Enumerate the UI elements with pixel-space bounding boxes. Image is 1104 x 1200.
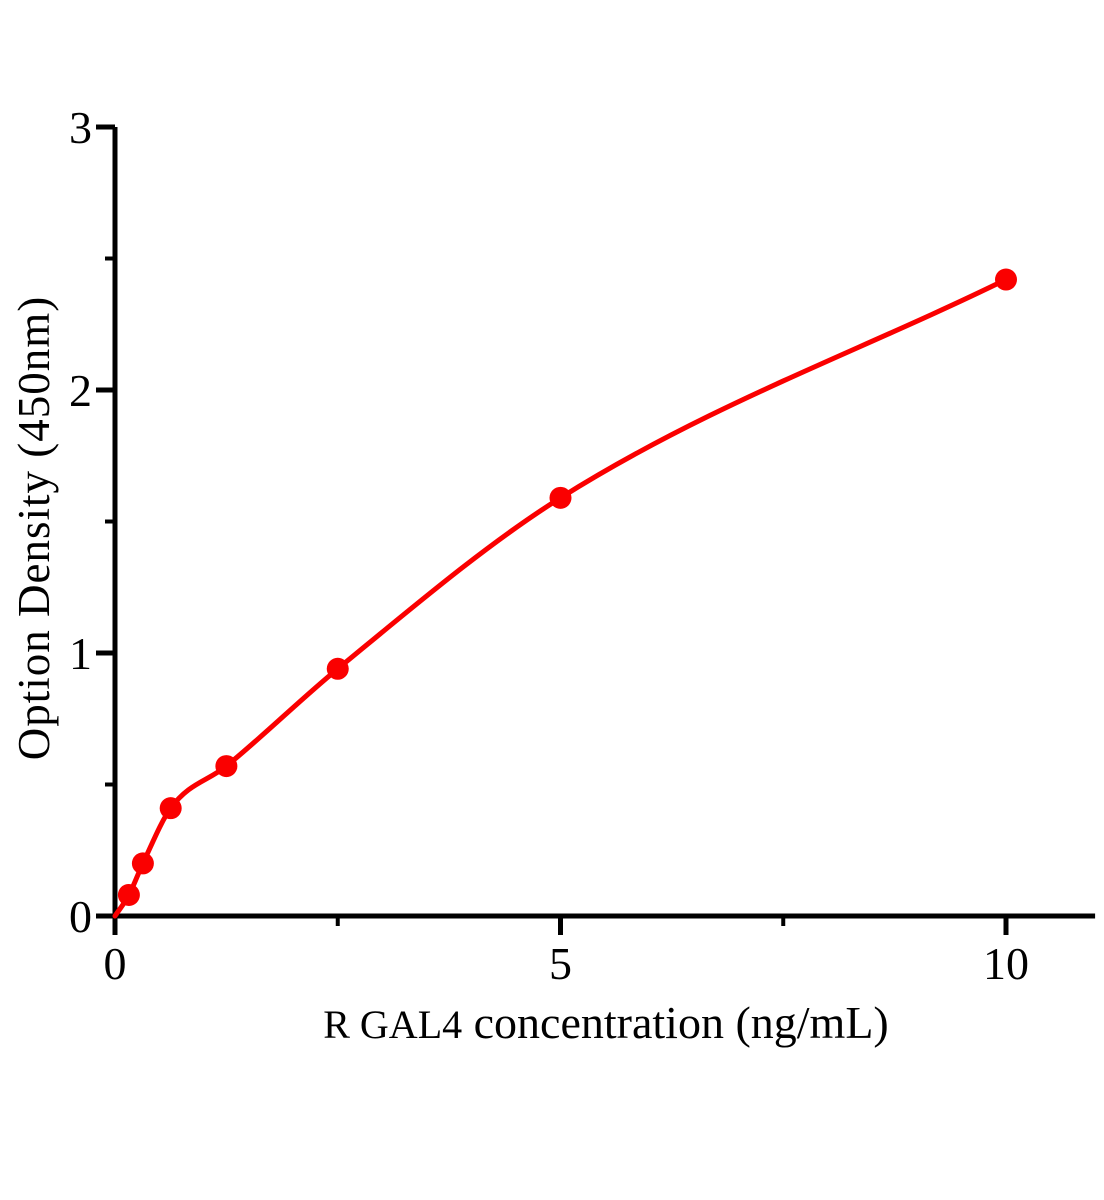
x-tick-label: 5 xyxy=(549,938,572,989)
x-axis-title: R GAL4 concentration (ng/mL) xyxy=(115,996,1097,1049)
x-tick-label: 10 xyxy=(983,938,1029,989)
x-tick-label: 0 xyxy=(104,938,127,989)
x-axis-title-analyte-name: R GAL4 xyxy=(323,1002,463,1047)
data-point xyxy=(326,657,349,680)
y-tick-label: 1 xyxy=(69,628,92,679)
y-axis-title: Option Density (450nm) xyxy=(9,295,59,761)
data-point xyxy=(159,797,182,820)
data-point xyxy=(131,852,154,875)
data-point xyxy=(117,883,140,906)
y-tick-label: 0 xyxy=(69,891,92,942)
axis-spines xyxy=(112,127,1096,919)
y-tick-label: 2 xyxy=(69,365,92,416)
data-point xyxy=(995,268,1017,291)
fitted-curve xyxy=(112,277,1009,919)
x-axis-title-rest: concentration (ng/mL) xyxy=(462,997,889,1048)
data-point xyxy=(215,755,238,778)
y-tick-label: 3 xyxy=(69,102,92,153)
data-point xyxy=(549,486,572,509)
